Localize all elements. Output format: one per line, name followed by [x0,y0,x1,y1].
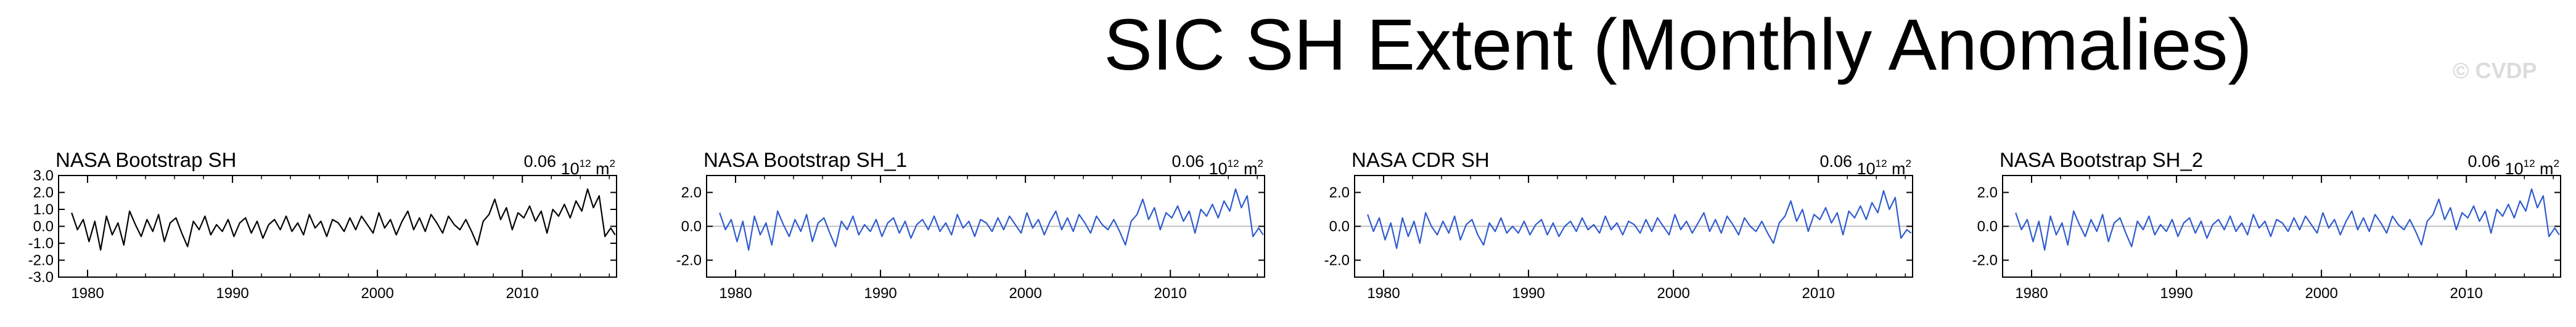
x-tick-label: 1990 [2160,285,2192,302]
panel-title: NASA Bootstrap SH [55,148,236,171]
cvdp-credit: © CVDP [2453,58,2537,83]
units-superscript: 2 [1258,158,1263,169]
units-superscript: 12 [1228,158,1239,169]
x-tick-label: 2010 [1154,285,1187,302]
units-superscript: 2 [610,158,615,169]
y-tick-label: 2.0 [1329,185,1350,201]
y-tick-label: 0.0 [1329,219,1350,235]
x-tick-label: 2000 [2305,285,2337,302]
x-tick-label: 2010 [2450,285,2483,302]
y-tick-label: 0.0 [681,219,702,235]
chart-panel-1: NASA Bootstrap SH 0.06 1012 m23.02.01.00.… [28,148,617,302]
units-text: 0.06 [1820,152,1857,171]
y-tick-label: -3.0 [28,269,54,286]
y-tick-label: 2.0 [1977,185,1998,201]
y-tick-label: -1.0 [28,235,54,252]
units-text: 0.06 [524,152,561,171]
chart-panel-3: NASA CDR SH 0.06 1012 m2 2.0 0.0 -2.0 1980 199… [1324,148,1913,302]
panel-units: 0.06 1012 m2 [2468,152,2560,178]
y-tick-label: 0.0 [1977,219,1998,235]
y-tick-label: -2.0 [1324,252,1350,269]
units-superscript: 12 [1876,158,1887,169]
panel-units: 0.06 1012 m2 [524,152,616,178]
units-superscript: 12 [2524,158,2535,169]
panel-units: 0.06 1012 m2 [1172,152,1264,178]
panel-title: NASA Bootstrap SH_1 [703,148,907,171]
y-tick-label: 1.0 [33,201,54,218]
x-tick-label: 1990 [1512,285,1544,302]
chart-panel-2: NASA Bootstrap SH_1 0.06 1012 m2 2.0 0.0 -2.… [676,148,1265,302]
y-tick-label: -2.0 [28,252,54,269]
y-tick-label: 2.0 [681,185,702,201]
plot-frame [58,175,617,278]
x-tick-label: 1980 [719,285,752,302]
x-tick-label: 2010 [506,285,539,302]
panel-title: NASA Bootstrap SH_2 [2000,148,2203,171]
units-text: 0.06 [1172,152,1209,171]
panel-units: 0.06 1012 m2 [1820,152,1912,178]
x-tick-label: 2000 [1657,285,1689,302]
y-tick-label: -2.0 [1972,252,1998,269]
y-tick-label: 3.0 [33,168,54,184]
x-tick-label: 1990 [864,285,896,302]
x-tick-label: 2000 [361,285,393,302]
x-tick-label: 1990 [216,285,248,302]
x-tick-label: 1980 [1367,285,1400,302]
y-tick-label: -2.0 [676,252,702,269]
series-line [71,188,616,251]
chart-panel-4: NASA Bootstrap SH_2 0.06 1012 m2 2.0 0.0 -2.… [1972,148,2561,302]
y-tick-label: 2.0 [33,185,54,201]
series-line [719,188,1264,251]
series-line [2015,188,2560,251]
units-superscript: 12 [580,158,591,169]
units-superscript: 2 [1906,158,1911,169]
series-line [1367,190,1912,249]
x-tick-label: 1980 [2015,285,2048,302]
figure-title: SIC SH Extent (Monthly Anomalies) [1104,4,2252,86]
units-superscript: 2 [2554,158,2559,169]
panel-title: NASA CDR SH [1352,148,1490,171]
x-tick-label: 2010 [1802,285,1835,302]
y-tick-label: 0.0 [33,219,54,235]
x-tick-label: 2000 [1009,285,1041,302]
x-tick-label: 1980 [71,285,104,302]
units-text: 0.06 [2468,152,2505,171]
